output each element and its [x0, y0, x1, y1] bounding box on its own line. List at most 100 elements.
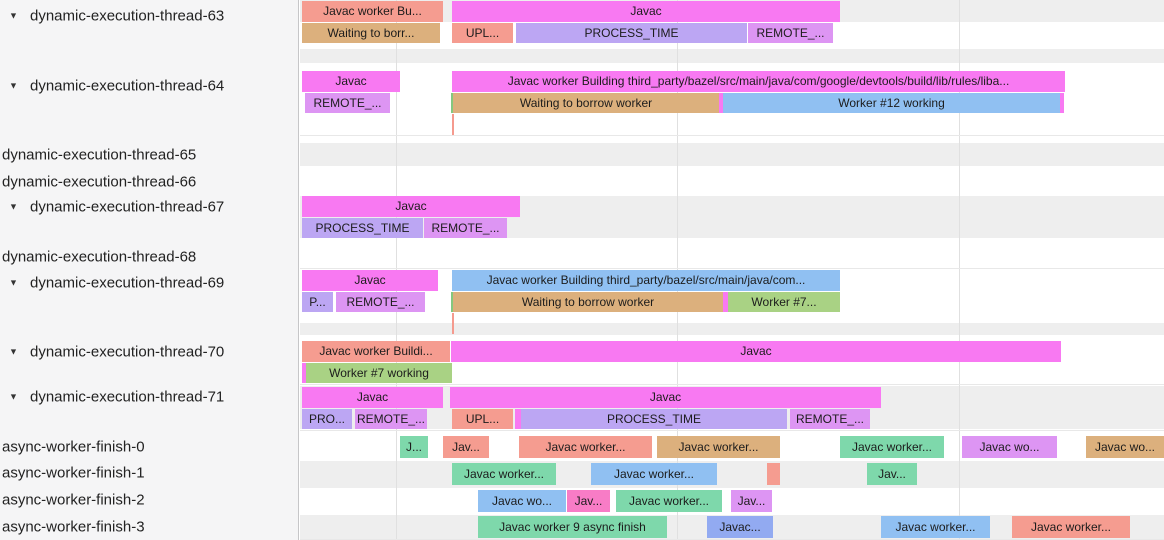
timeline-slice[interactable]	[719, 93, 723, 113]
track-header-dynamic-execution-thread-63[interactable]: ▼ dynamic-execution-thread-63	[0, 5, 298, 27]
timeline-slice[interactable]: Jav...	[567, 490, 610, 512]
timeline-slice[interactable]: Javac	[302, 270, 438, 291]
row-stripe	[300, 323, 1164, 335]
timeline-slice[interactable]	[1060, 93, 1064, 113]
timeline-slice[interactable]: PRO...	[302, 409, 352, 429]
timeline-slice[interactable]: Javac	[450, 387, 881, 408]
timeline-slice[interactable]: Javac worker 9 async finish	[478, 516, 667, 538]
track-header-dynamic-execution-thread-64[interactable]: ▼ dynamic-execution-thread-64	[0, 75, 298, 97]
collapse-arrow-icon[interactable]: ▼	[9, 201, 18, 212]
row-stripe	[300, 461, 1164, 488]
track-header-dynamic-execution-thread-69[interactable]: ▼ dynamic-execution-thread-69	[0, 272, 298, 294]
timeline-slice[interactable]: PROCESS_TIME	[516, 23, 747, 43]
row-stripe	[300, 143, 1164, 166]
timeline-slice[interactable]	[515, 409, 521, 429]
timeline-slice[interactable]: REMOTE_...	[355, 409, 427, 429]
timeline-slice[interactable]: UPL...	[452, 409, 513, 429]
track-label: dynamic-execution-thread-66	[2, 173, 197, 191]
timeline-slice[interactable]: Javac	[451, 341, 1061, 362]
timeline-slice[interactable]	[302, 363, 306, 383]
collapse-arrow-icon[interactable]: ▼	[9, 80, 18, 91]
track-header-dynamic-execution-thread-70[interactable]: ▼ dynamic-execution-thread-70	[0, 341, 298, 363]
collapse-arrow-icon[interactable]: ▼	[9, 346, 18, 357]
time-gridline	[959, 0, 960, 540]
timeline-slice[interactable]	[451, 292, 453, 312]
track-header-async-worker-finish-1[interactable]: async-worker-finish-1	[0, 462, 298, 484]
timeline-slice[interactable]: PROCESS_TIME	[521, 409, 787, 429]
timeline-slice[interactable]: Javac worker...	[591, 463, 717, 485]
timeline-slice[interactable]: J...	[400, 436, 428, 458]
track-header-dynamic-execution-thread-68[interactable]: dynamic-execution-thread-68	[0, 246, 298, 268]
collapse-arrow-icon[interactable]: ▼	[9, 10, 18, 21]
instant-event-tick[interactable]	[452, 313, 454, 334]
track-label: async-worker-finish-0	[2, 438, 145, 456]
timeline-canvas[interactable]: Javac worker Bu... Javac Waiting to borr..…	[300, 0, 1164, 540]
track-separator	[300, 430, 1164, 431]
timeline-slice[interactable]: Worker #7 working	[306, 363, 452, 383]
track-header-dynamic-execution-thread-67[interactable]: ▼ dynamic-execution-thread-67	[0, 196, 298, 218]
track-separator	[300, 384, 1164, 385]
track-header-dynamic-execution-thread-71[interactable]: ▼ dynamic-execution-thread-71	[0, 386, 298, 408]
collapse-arrow-icon[interactable]: ▼	[9, 391, 18, 402]
track-label: dynamic-execution-thread-70	[30, 343, 225, 361]
timeline-slice[interactable]: Javac worker...	[657, 436, 780, 458]
timeline-slice[interactable]: Jav...	[443, 436, 489, 458]
timeline-slice[interactable]: Waiting to borr...	[302, 23, 440, 43]
track-header-async-worker-finish-3[interactable]: async-worker-finish-3	[0, 516, 298, 538]
collapse-arrow-icon[interactable]: ▼	[9, 277, 18, 288]
timeline-slice[interactable]: Javac worker Bu...	[302, 1, 443, 22]
timeline-slice[interactable]: PROCESS_TIME	[302, 218, 423, 238]
timeline-slice[interactable]: Waiting to borrow worker	[453, 93, 719, 113]
timeline-slice[interactable]: Javac worker Building third_party/bazel/…	[452, 270, 840, 291]
timeline-slice[interactable]: Javac...	[707, 516, 773, 538]
timeline-slice[interactable]: Worker #7...	[728, 292, 840, 312]
timeline-slice[interactable]: UPL...	[452, 23, 513, 43]
timeline-slice[interactable]: Javac worker Buildi...	[302, 341, 450, 362]
timeline-slice[interactable]: Jav...	[867, 463, 917, 485]
track-label: async-worker-finish-3	[2, 518, 145, 536]
track-label: async-worker-finish-2	[2, 491, 145, 509]
timeline-slice[interactable]: REMOTE_...	[790, 409, 870, 429]
timeline-slice[interactable]: Javac worker Building third_party/bazel/…	[452, 71, 1065, 92]
timeline-slice[interactable]: Javac wo...	[1086, 436, 1164, 458]
track-separator	[300, 268, 1164, 269]
timeline-slice[interactable]: Javac worker...	[519, 436, 652, 458]
timeline-slice[interactable]: Javac wo...	[962, 436, 1057, 458]
track-separator	[300, 135, 1164, 136]
timeline-slice[interactable]: Javac worker...	[616, 490, 722, 512]
row-stripe	[300, 49, 1164, 63]
timeline-slice[interactable]: Javac	[452, 1, 840, 22]
timeline-slice[interactable]	[767, 463, 780, 485]
timeline-slice[interactable]	[723, 292, 728, 312]
timeline-slice[interactable]: REMOTE_...	[424, 218, 507, 238]
timeline-slice[interactable]: Javac worker...	[840, 436, 944, 458]
track-sidebar: ▼ dynamic-execution-thread-63 ▼ dynamic-exe…	[0, 0, 299, 540]
track-header-async-worker-finish-2[interactable]: async-worker-finish-2	[0, 489, 298, 511]
timeline-slice[interactable]: Javac	[302, 196, 520, 217]
timeline-slice[interactable]: Javac wo...	[478, 490, 566, 512]
timeline-slice[interactable]: REMOTE_...	[336, 292, 425, 312]
track-label: dynamic-execution-thread-67	[30, 198, 225, 216]
timeline-slice[interactable]: REMOTE_...	[305, 93, 390, 113]
instant-event-tick[interactable]	[452, 114, 454, 135]
timeline-slice[interactable]: Javac worker...	[881, 516, 990, 538]
timeline-slice[interactable]	[451, 93, 453, 113]
track-header-dynamic-execution-thread-66[interactable]: dynamic-execution-thread-66	[0, 171, 298, 193]
track-label: dynamic-execution-thread-71	[30, 388, 225, 406]
timeline-slice[interactable]: Waiting to borrow worker	[453, 292, 723, 312]
track-header-dynamic-execution-thread-65[interactable]: dynamic-execution-thread-65	[0, 144, 298, 166]
track-label: dynamic-execution-thread-64	[30, 77, 225, 95]
timeline-slice[interactable]: REMOTE_...	[748, 23, 833, 43]
timeline-slice[interactable]: Worker #12 working	[723, 93, 1060, 113]
track-label: async-worker-finish-1	[2, 464, 145, 482]
timeline-slice[interactable]: Javac	[302, 387, 443, 408]
track-label: dynamic-execution-thread-63	[30, 7, 225, 25]
timeline-slice[interactable]: Jav...	[731, 490, 772, 512]
timeline-slice[interactable]: Javac	[302, 71, 400, 92]
timeline-slice[interactable]: Javac worker...	[452, 463, 556, 485]
timeline-slice[interactable]: Javac worker...	[1012, 516, 1130, 538]
track-label: dynamic-execution-thread-68	[2, 248, 197, 266]
track-header-async-worker-finish-0[interactable]: async-worker-finish-0	[0, 436, 298, 458]
timeline-slice[interactable]: P...	[302, 292, 333, 312]
